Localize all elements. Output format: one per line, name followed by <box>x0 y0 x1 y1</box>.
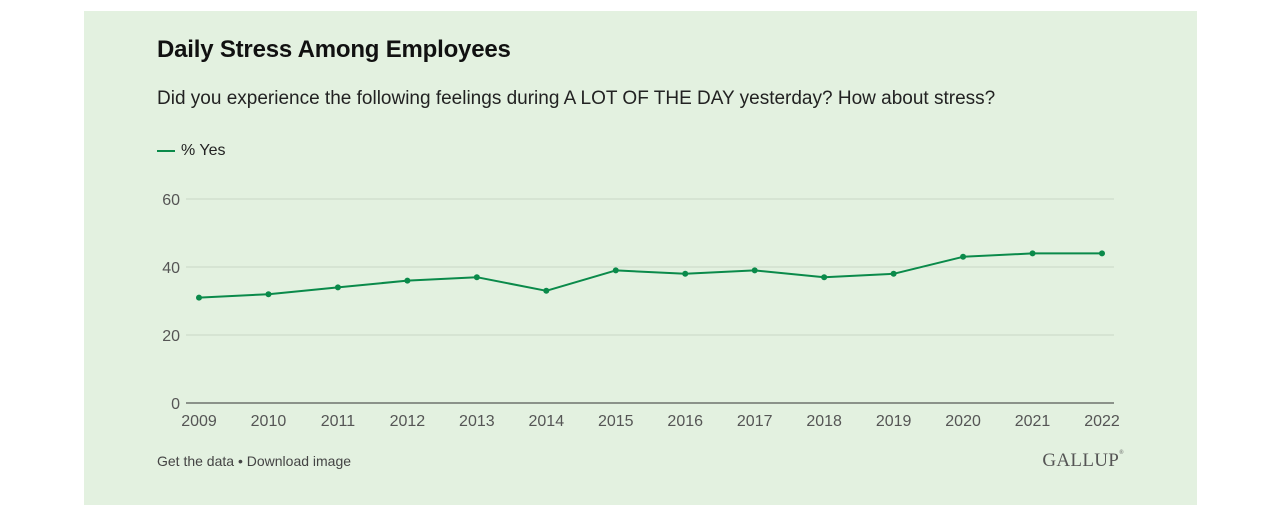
legend-label: % Yes <box>181 142 226 159</box>
gallup-logo-text: GALLUP <box>1042 450 1120 471</box>
registered-mark: ® <box>1119 450 1124 456</box>
data-point-2009 <box>196 294 202 301</box>
x-tick-label-2015: 2015 <box>598 413 634 430</box>
x-tick-label-2011: 2011 <box>321 413 356 430</box>
data-point-2011 <box>334 284 341 291</box>
data-point-2017 <box>751 267 758 274</box>
legend-line-swatch <box>157 150 175 152</box>
data-point-2019 <box>890 270 897 277</box>
x-tick-label-2012: 2012 <box>390 413 426 430</box>
data-point-2022 <box>1099 250 1105 257</box>
download-image-link[interactable]: Download image <box>246 453 352 469</box>
data-point-2014 <box>543 287 550 294</box>
footer-separator: • <box>234 453 247 469</box>
y-tick-label-40: 40 <box>162 260 180 277</box>
x-tick-label-2016: 2016 <box>667 413 703 430</box>
chart-card <box>84 11 1197 505</box>
x-tick-label-2022: 2022 <box>1084 413 1120 430</box>
x-tick-label-2014: 2014 <box>529 413 565 430</box>
chart-title: Daily Stress Among Employees <box>157 36 511 63</box>
get-data-link[interactable]: Get the data <box>157 453 235 469</box>
y-tick-label-60: 60 <box>162 192 180 209</box>
data-point-2016 <box>682 270 689 277</box>
chart-subtitle: Did you experience the following feeling… <box>157 88 996 109</box>
legend: % Yes <box>157 142 225 160</box>
data-point-2020 <box>960 253 967 260</box>
x-tick-label-2020: 2020 <box>945 413 981 430</box>
x-tick-label-2009: 2009 <box>181 413 217 430</box>
y-tick-label-20: 20 <box>162 328 180 345</box>
data-point-2021 <box>1029 250 1036 257</box>
footer-links: Get the data • Download image <box>157 453 351 469</box>
x-tick-label-2018: 2018 <box>806 413 842 430</box>
x-tick-label-2013: 2013 <box>459 413 495 430</box>
gallup-logo: GALLUP® <box>1042 450 1124 472</box>
data-point-2012 <box>404 277 411 284</box>
x-tick-label-2010: 2010 <box>251 413 287 430</box>
data-point-2018 <box>821 274 828 281</box>
y-tick-label-0: 0 <box>171 396 180 413</box>
x-tick-label-2019: 2019 <box>876 413 912 430</box>
data-point-2013 <box>473 274 480 281</box>
data-point-2010 <box>265 291 272 298</box>
x-tick-label-2017: 2017 <box>737 413 773 430</box>
data-point-2015 <box>612 267 619 274</box>
x-tick-label-2021: 2021 <box>1015 413 1051 430</box>
series-line-0 <box>198 252 1102 299</box>
